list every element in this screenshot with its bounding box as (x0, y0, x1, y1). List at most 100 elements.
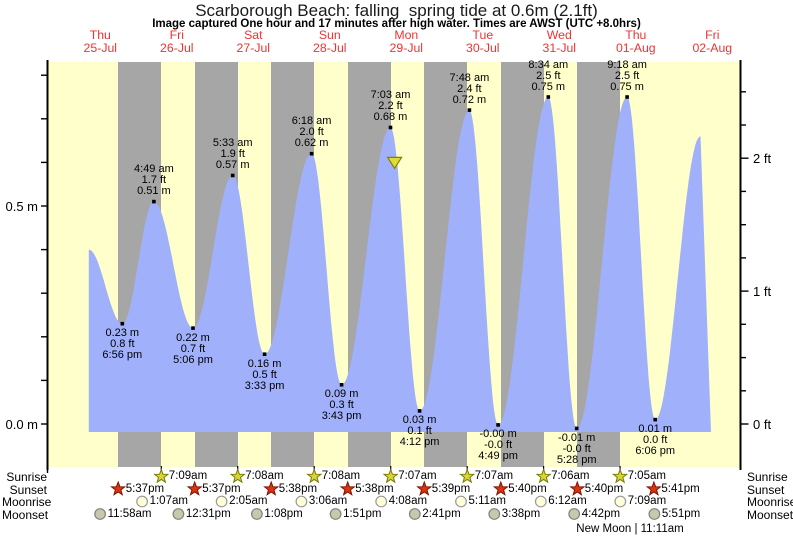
tide-extreme-dot (152, 199, 156, 204)
sunrise-icon (535, 468, 552, 484)
chart-title: Scarborough Beach: falling spring tide a… (195, 1, 598, 20)
tide-extreme-label: -0.00 m -0.0 ft 4:49 pm (478, 428, 518, 463)
sunrise-icon (229, 468, 246, 484)
moonset-time: 1:51pm (343, 507, 382, 520)
tide-extreme-dot (546, 95, 551, 99)
sunrise-row-label-left: Sunrise (6, 470, 47, 484)
tide-extreme-dot (309, 151, 314, 156)
right-axis-value: 0 ft (753, 417, 772, 432)
sunrise-icon (382, 468, 399, 484)
sunrise-row-label-right: Sunrise (747, 470, 788, 484)
moonrise-time: 4:08am (388, 495, 428, 507)
sunrise-time: 7:07am (474, 470, 514, 482)
tide-extreme-label: 7:48 am 2.4 ft 0.72 m (449, 71, 490, 106)
sunrise-time: 7:08am (245, 470, 284, 482)
tide-extreme-label: 5:33 am 1.9 ft 0.57 m (212, 137, 253, 171)
moonrise-icon (295, 495, 308, 508)
sunset-icon (186, 480, 203, 496)
tide-extreme-dot (467, 108, 472, 112)
tide-extreme-label: 4:49 am 1.7 ft 0.51 m (134, 163, 174, 198)
sunset-icon (492, 480, 509, 496)
tide-extreme-label: 0.16 m 0.5 ft 3:33 pm (244, 357, 285, 392)
day-column-label: Sat 27-Jul (236, 28, 271, 55)
sunset-time: 5:37pm (202, 482, 241, 495)
moonset-icon (329, 508, 342, 520)
moonset-icon (648, 508, 661, 520)
tide-extreme-label: 8:34 am 2.5 ft 0.75 m (528, 58, 569, 93)
sunrise-icon (459, 468, 476, 484)
day-column-label: Mon 29-Jul (389, 28, 424, 55)
moonrise-time: 7:09am (627, 495, 667, 507)
moonset-icon (172, 508, 185, 520)
day-column-label: Thu 25-Jul (83, 28, 118, 55)
moonset-icon (568, 508, 581, 520)
tide-extreme-dot (574, 426, 579, 431)
sunset-time: 5:37pm (125, 482, 165, 495)
day-column-label: Sun 28-Jul (313, 28, 347, 55)
sunset-icon (416, 480, 433, 496)
moonset-time: 12:31pm (185, 507, 231, 520)
day-column-label: Wed 31-Jul (542, 28, 577, 55)
sunrise-time: 7:08am (321, 470, 361, 482)
new-moon-text: New Moon | 11:11am (576, 523, 684, 535)
tide-extreme-dot (230, 173, 235, 178)
right-axis-value: 1 ft (753, 284, 772, 300)
moonrise-row-label-right: Moonrise (747, 495, 793, 509)
sunrise-icon (306, 468, 323, 484)
moonrise-time: 2:05am (229, 495, 268, 507)
sunrise-time: 7:07am (398, 470, 437, 482)
tide-extreme-dot (417, 409, 422, 413)
day-column-label: Thu 01-Aug (615, 28, 656, 55)
sunset-icon (110, 480, 127, 496)
moonrise-icon (215, 495, 228, 508)
sunset-time: 5:38pm (278, 482, 318, 495)
tide-extreme-dot (653, 417, 657, 422)
tide-extreme-label: 7:03 am 2.2 ft 0.68 m (370, 89, 411, 123)
tide-extreme-label: 0.01 m 0.0 ft 6:06 pm (635, 423, 676, 458)
moonrise-icon (614, 495, 627, 508)
sunrise-icon (612, 468, 629, 484)
moonset-time: 2:41pm (422, 507, 461, 520)
moonset-row-label-left: Moonset (2, 507, 49, 522)
day-column-label: Tue 30-Jul (466, 28, 500, 55)
moonset-time: 1:08pm (264, 507, 303, 520)
tide-extreme-label: 9:18 am 2.5 ft 0.75 m (607, 58, 647, 93)
tide-extreme-label: -0.01 m -0.0 ft 5:28 pm (556, 431, 597, 466)
moonrise-icon (136, 495, 149, 508)
day-column-label: Fri 02-Aug (692, 28, 733, 55)
moonset-icon (250, 508, 263, 520)
sunset-time: 5:38pm (355, 482, 394, 495)
sunset-row-label-right: Sunset (747, 482, 785, 497)
moonrise-time: 3:06am (308, 495, 348, 507)
sunrise-time: 7:05am (627, 470, 666, 482)
sunset-icon (263, 480, 280, 496)
moonset-icon (488, 508, 501, 520)
sunrise-time: 7:06am (551, 470, 590, 482)
tide-extreme-dot (120, 321, 125, 326)
moonrise-time: 5:11am (468, 495, 507, 507)
left-axis-value: 0.0 m (5, 417, 38, 432)
moonrise-time: 1:07am (149, 495, 188, 507)
moonset-time: 4:42pm (581, 507, 621, 520)
moonset-time: 3:38pm (501, 507, 541, 520)
tide-extreme-dot (496, 423, 500, 427)
capture-marker-icon (386, 156, 403, 170)
moonset-row-label-right: Moonset (747, 507, 793, 522)
sunset-time: 5:40pm (584, 482, 624, 495)
tide-extreme-label: 0.09 m 0.3 ft 3:43 pm (321, 388, 362, 423)
moonrise-row-label-left: Moonrise (2, 495, 52, 509)
sunset-time: 5:41pm (661, 482, 700, 495)
moonset-icon (94, 508, 106, 520)
tide-extreme-dot (262, 352, 267, 356)
left-axis-value: 0.5 m (5, 199, 38, 214)
tide-extreme-label: 0.23 m 0.8 ft 6:56 pm (102, 327, 143, 362)
sunrise-icon (153, 468, 170, 484)
sunset-icon (339, 480, 356, 496)
right-axis-value: 2 ft (753, 151, 772, 167)
tide-extreme-dot (625, 95, 629, 99)
tide-extreme-label: 0.22 m 0.7 ft 5:06 pm (173, 331, 213, 366)
moonset-icon (408, 508, 421, 520)
tide-extreme-dot (388, 125, 393, 130)
moonset-time: 11:58am (107, 507, 152, 520)
